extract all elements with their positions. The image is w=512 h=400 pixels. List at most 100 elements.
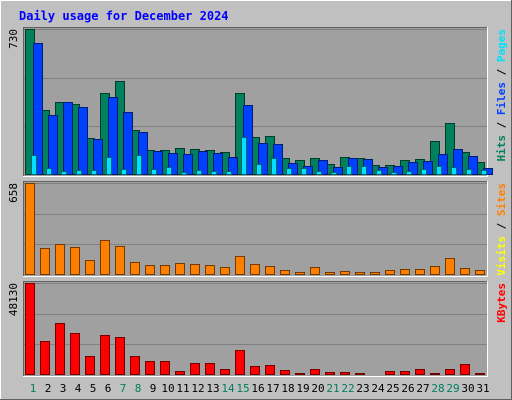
legend-pages: Pages: [495, 29, 508, 62]
x-label-day-14: 14: [221, 382, 235, 395]
bar-kbytes-day-17: [265, 365, 275, 375]
bar-pages-day-26: [406, 171, 412, 175]
bar-sites-day-7: [115, 246, 125, 275]
bar-kbytes-day-31: [475, 373, 485, 375]
legend-kbytes: KBytes: [495, 283, 508, 323]
bar-pages-day-30: [466, 169, 472, 175]
x-label-day-15: 15: [236, 382, 249, 395]
bar-kbytes-day-8: [130, 356, 140, 375]
bar-kbytes-day-29: [445, 369, 455, 375]
x-label-day-5: 5: [90, 382, 97, 395]
bar-sites-day-17: [265, 266, 275, 275]
x-label-day-27: 27: [416, 382, 429, 395]
legend-separator: /: [495, 62, 508, 82]
x-label-day-31: 31: [476, 382, 489, 395]
bar-kbytes-day-13: [205, 363, 215, 375]
bar-files-day-21: [333, 167, 343, 175]
bar-files-day-20: [318, 160, 328, 175]
bar-pages-day-28: [436, 166, 442, 175]
bar-pages-day-23: [361, 166, 367, 175]
bar-pages-day-20: [316, 171, 322, 175]
bar-kbytes-day-30: [460, 364, 470, 375]
bar-pages-day-1: [31, 155, 37, 175]
bar-pages-day-15: [241, 137, 247, 175]
bar-sites-day-28: [430, 266, 440, 275]
bar-kbytes-day-11: [175, 371, 185, 375]
bar-files-day-30: [468, 156, 478, 175]
bar-kbytes-day-23: [355, 373, 365, 375]
x-label-day-4: 4: [75, 382, 82, 395]
x-label-day-7: 7: [120, 382, 127, 395]
bar-sites-day-9: [145, 265, 155, 275]
x-label-day-29: 29: [446, 382, 459, 395]
bar-pages-day-19: [301, 168, 307, 175]
bar-pages-day-17: [271, 158, 277, 175]
bar-files-day-1: [33, 43, 43, 175]
bar-sites-day-16: [250, 264, 260, 275]
bar-pages-day-7: [121, 169, 127, 175]
x-label-day-9: 9: [150, 382, 157, 395]
legend-hits: Hits: [495, 135, 508, 162]
bar-kbytes-day-6: [100, 335, 110, 375]
bar-sites-day-25: [385, 270, 395, 275]
bar-pages-day-21: [331, 172, 337, 175]
panel-kbytes: 48130 KBytes: [7, 281, 508, 377]
bar-files-day-12: [198, 151, 208, 175]
x-label-day-2: 2: [45, 382, 52, 395]
legend: KBytes: [495, 283, 508, 323]
bar-sites-day-20: [310, 267, 320, 275]
bar-files-day-3: [63, 102, 73, 175]
bar-sites-day-30: [460, 268, 470, 275]
bar-pages-day-10: [166, 167, 172, 175]
bar-sites-day-26: [400, 269, 410, 275]
bar-sites-day-3: [55, 244, 65, 275]
bar-pages-day-29: [451, 167, 457, 175]
bar-pages-day-4: [76, 170, 82, 175]
chart-panels: 730 Hits / Files / Pages 658 Visits / Sites…: [7, 27, 508, 377]
bar-sites-day-18: [280, 270, 290, 275]
bar-kbytes-day-28: [430, 373, 440, 375]
bar-files-day-26: [408, 162, 418, 175]
bar-sites-day-1: [25, 183, 35, 275]
bar-pages-day-18: [286, 168, 292, 175]
bar-kbytes-day-2: [40, 341, 50, 375]
bar-sites-day-22: [340, 271, 350, 275]
bar-sites-day-15: [235, 256, 245, 275]
legend-sites: Sites: [495, 183, 508, 216]
bar-files-day-5: [93, 139, 103, 175]
x-label-day-8: 8: [135, 382, 142, 395]
bar-pages-day-6: [106, 157, 112, 175]
bar-kbytes-day-19: [295, 373, 305, 375]
bar-sites-day-24: [370, 272, 380, 275]
bar-sites-day-21: [325, 272, 335, 275]
bar-kbytes-day-9: [145, 361, 155, 375]
bar-files-day-10: [168, 153, 178, 175]
x-label-day-17: 17: [266, 382, 279, 395]
bar-kbytes-day-16: [250, 366, 260, 375]
bar-files-day-14: [228, 157, 238, 175]
bar-sites-day-5: [85, 260, 95, 275]
x-label-day-23: 23: [356, 382, 369, 395]
x-label-day-26: 26: [401, 382, 414, 395]
y-max-label: 48130: [7, 283, 20, 316]
bar-files-day-7: [123, 112, 133, 175]
panel-sites-visits: 658 Visits / Sites: [7, 181, 508, 277]
bar-kbytes-day-18: [280, 370, 290, 375]
x-label-day-13: 13: [206, 382, 219, 395]
bar-sites-day-14: [220, 267, 230, 275]
bar-kbytes-day-5: [85, 356, 95, 375]
panel-hits-files-pages: 730 Hits / Files / Pages: [7, 27, 508, 177]
bar-sites-day-11: [175, 263, 185, 275]
legend-visits: Visits: [495, 236, 508, 276]
bar-files-day-9: [153, 151, 163, 175]
bar-kbytes-day-4: [70, 333, 80, 375]
legend: Visits / Sites: [495, 183, 508, 276]
bar-sites-day-4: [70, 247, 80, 275]
bar-files-day-4: [78, 107, 88, 175]
bar-pages-day-5: [91, 170, 97, 175]
x-label-day-10: 10: [161, 382, 174, 395]
bar-sites-day-31: [475, 270, 485, 275]
bar-files-day-13: [213, 153, 223, 175]
